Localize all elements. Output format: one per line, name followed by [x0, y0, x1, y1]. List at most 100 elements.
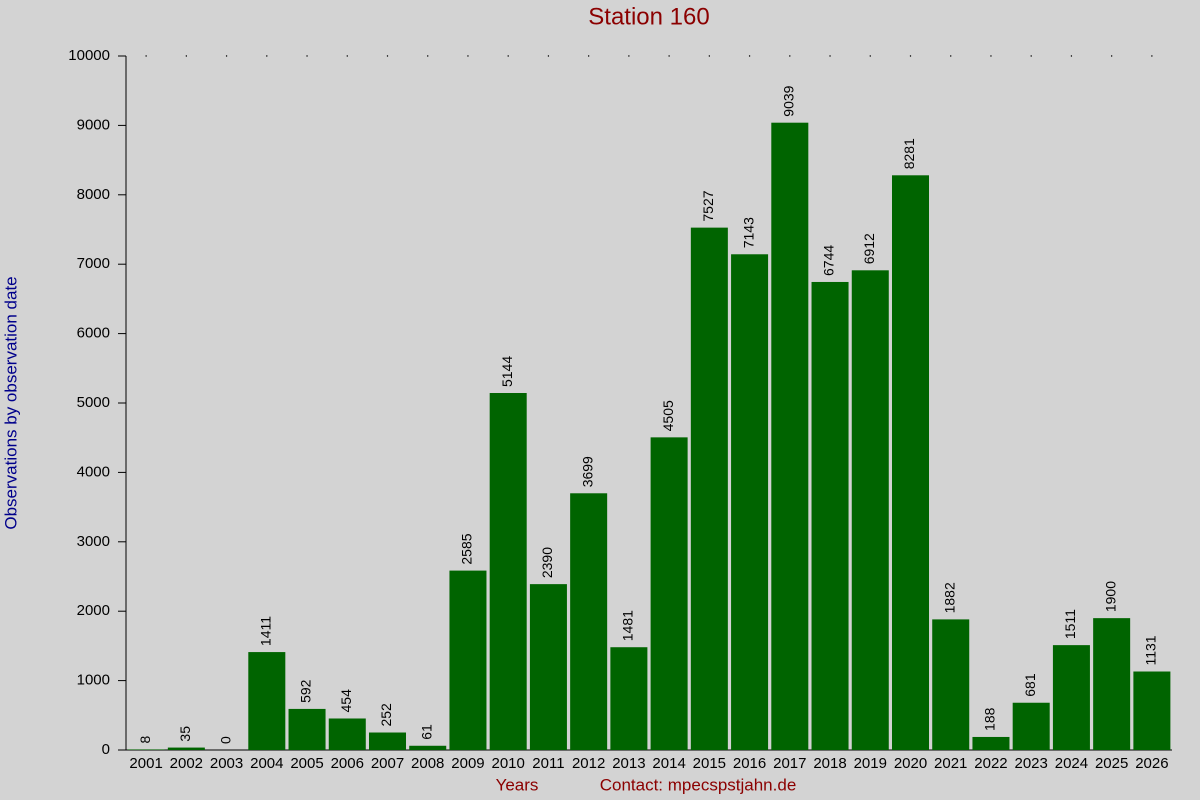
x-tick-label: 2014: [652, 755, 685, 772]
grid-dot: [587, 55, 590, 57]
value-label: 1481: [620, 610, 636, 641]
grid-dot: [185, 55, 188, 57]
bar: [851, 270, 889, 750]
x-tick-label: 2003: [210, 755, 243, 772]
grid-dot: [547, 55, 550, 57]
bar: [1052, 645, 1090, 750]
value-label: 35: [177, 726, 193, 742]
y-tick-label: 0: [102, 741, 110, 758]
grid-dot: [507, 55, 509, 57]
grid-dot: [990, 55, 992, 57]
y-tick-label: 1000: [77, 672, 110, 689]
grid-dot: [1151, 55, 1153, 57]
value-label: 8: [137, 735, 153, 743]
bar: [891, 175, 930, 751]
bar: [288, 708, 326, 750]
grid-dot: [748, 55, 751, 57]
value-label: 4505: [660, 400, 676, 431]
x-tick-label: 2021: [934, 755, 967, 772]
bar: [932, 619, 970, 750]
x-tick-label: 2019: [854, 755, 887, 772]
grid-dot: [266, 55, 268, 57]
bar: [811, 281, 849, 750]
bar: [1012, 702, 1050, 750]
x-tick-label: 2022: [974, 755, 1007, 772]
grid-dot: [225, 55, 228, 57]
grid-dot: [386, 55, 389, 57]
y-tick-label: 8000: [77, 186, 110, 203]
x-tick-label: 2006: [331, 755, 364, 772]
x-tick-label: 2011: [532, 755, 564, 772]
y-tick-label: 3000: [77, 533, 110, 550]
x-tick-label: 2015: [693, 755, 726, 772]
grid-dot: [789, 55, 791, 57]
value-label: 681: [1022, 673, 1038, 697]
y-tick-label: 9000: [77, 116, 110, 133]
x-tick-label: 2004: [250, 755, 283, 772]
x-tick-label: 2002: [170, 755, 203, 772]
value-label: 7527: [700, 190, 716, 221]
grid-dot: [950, 55, 952, 57]
bar: [690, 227, 728, 750]
grid-dot: [708, 55, 711, 57]
bar: [248, 652, 286, 750]
grid-dot: [628, 55, 630, 57]
value-label: 8281: [901, 138, 917, 169]
value-label: 61: [418, 724, 434, 740]
value-label: 6744: [821, 245, 837, 276]
x-tick-label: 2024: [1055, 755, 1088, 772]
chart-title: Station 160: [588, 3, 709, 30]
bar: [127, 749, 165, 750]
value-label: 188: [982, 707, 998, 731]
grid-dot: [346, 55, 348, 57]
x-tick-label: 2009: [451, 755, 484, 772]
value-label: 1131: [1143, 635, 1159, 665]
y-tick-label: 7000: [77, 255, 110, 272]
value-label: 0: [217, 736, 233, 744]
value-label: 454: [338, 689, 354, 713]
value-label: 2390: [539, 547, 555, 578]
value-label: 2585: [459, 533, 475, 564]
bar: [167, 747, 205, 750]
value-label: 6912: [861, 233, 877, 264]
grid-dot: [668, 55, 670, 57]
bar: [731, 254, 769, 750]
x-tick-label: 2016: [733, 755, 766, 772]
bar: [328, 718, 366, 750]
x-tick-label: 2007: [371, 755, 404, 772]
y-tick-label: 2000: [77, 602, 110, 619]
x-axis-label: Years: [496, 775, 539, 794]
x-tick-label: 2010: [492, 755, 525, 772]
x-tick-label: 2008: [411, 755, 444, 772]
bar: [570, 493, 608, 750]
grid-dot: [829, 55, 831, 57]
value-label: 1882: [941, 582, 957, 613]
grid-dot: [1030, 55, 1032, 57]
value-label: 9039: [781, 85, 797, 116]
bar: [409, 745, 447, 750]
value-label: 7143: [740, 217, 756, 248]
value-label: 5144: [499, 356, 515, 387]
y-tick-label: 4000: [77, 463, 110, 480]
x-tick-label: 2005: [290, 755, 323, 772]
footer: Contact: mpecspstjahn.de: [600, 775, 797, 794]
x-tick-label: 2025: [1095, 755, 1128, 772]
x-tick-label: 2023: [1015, 755, 1048, 772]
grid-dot: [145, 55, 147, 57]
y-tick-label: 10000: [68, 47, 110, 64]
grid-dot: [1110, 55, 1113, 57]
value-label: 252: [378, 703, 394, 727]
bar: [489, 393, 527, 750]
bar: [1093, 618, 1131, 750]
grid-dot: [306, 55, 308, 57]
value-label: 3699: [579, 456, 595, 487]
x-tick-label: 2018: [813, 755, 846, 772]
bar: [650, 437, 688, 750]
bar: [610, 647, 648, 750]
y-axis-label: Observations by observation date: [1, 276, 20, 529]
value-label: 1900: [1102, 581, 1118, 612]
grid-dot: [869, 55, 871, 57]
bar: [529, 584, 567, 750]
value-label: 1511: [1062, 609, 1078, 639]
bar: [368, 732, 407, 750]
